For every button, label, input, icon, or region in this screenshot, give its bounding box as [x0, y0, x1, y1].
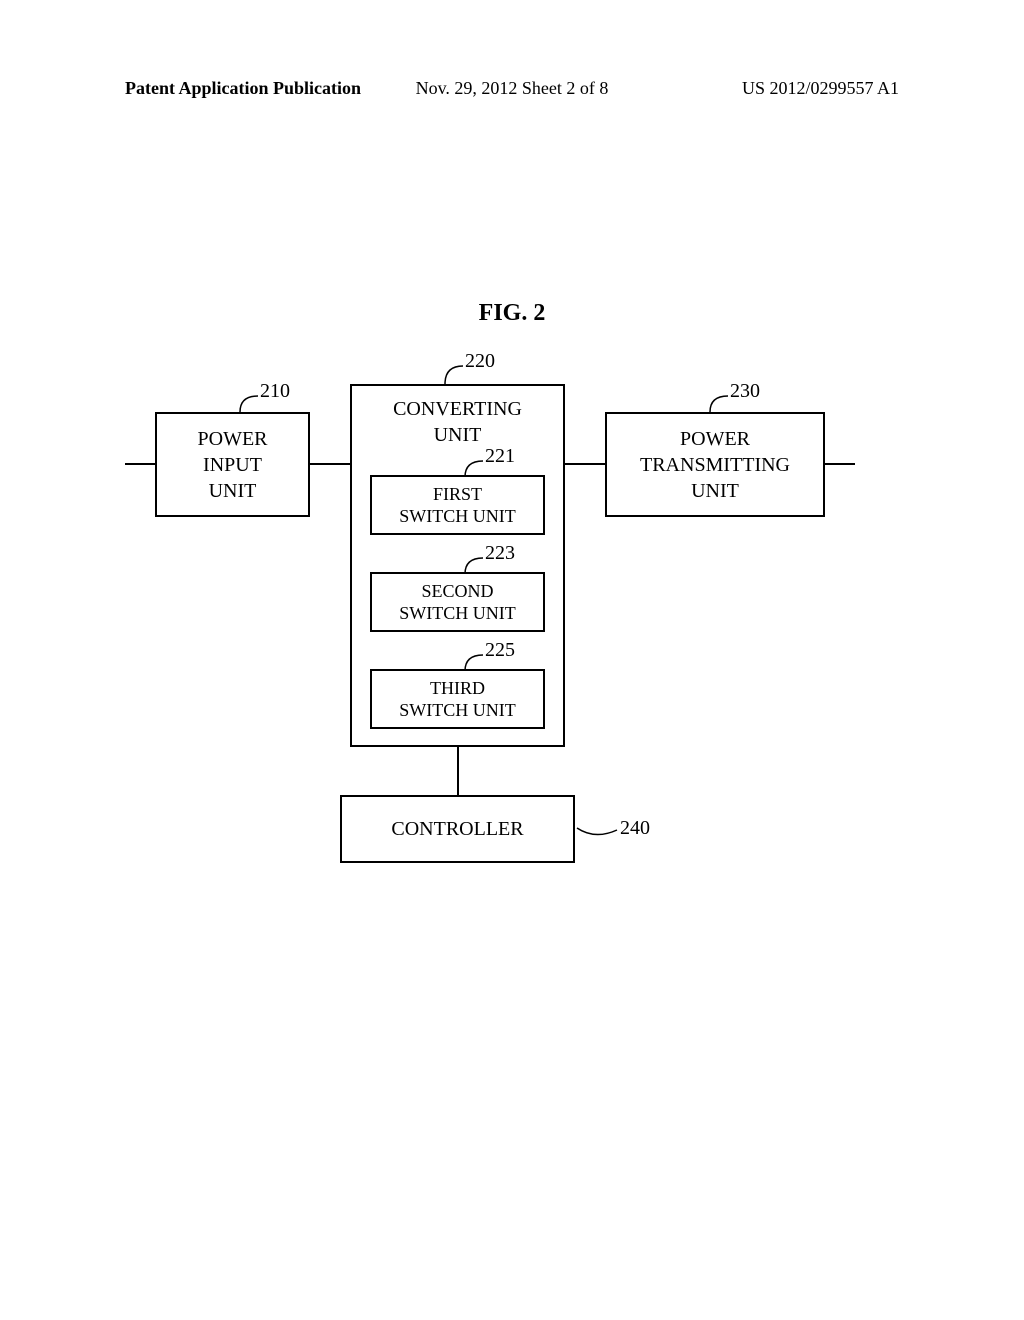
converting-label: CONVERTING UNIT — [393, 396, 522, 448]
connector-input-to-converting — [310, 463, 350, 465]
connector-left-powerinput — [125, 463, 155, 465]
page-header: Patent Application Publication Nov. 29, … — [0, 78, 1024, 99]
controller-block: CONTROLLER — [340, 795, 575, 863]
leader-225 — [455, 649, 485, 674]
ref-220: 220 — [465, 350, 495, 373]
leader-240 — [575, 820, 620, 845]
figure-title: FIG. 2 — [479, 300, 546, 327]
first-switch-block: FIRST SWITCH UNIT — [370, 475, 545, 535]
power-transmitting-block: POWER TRANSMITTING UNIT — [605, 412, 825, 517]
ref-230: 230 — [730, 380, 760, 403]
header-left: Patent Application Publication — [125, 78, 361, 99]
second-switch-block: SECOND SWITCH UNIT — [370, 572, 545, 632]
leader-230 — [700, 390, 730, 415]
controller-label: CONTROLLER — [391, 816, 523, 842]
power-transmitting-label: POWER TRANSMITTING UNIT — [640, 426, 790, 504]
block-diagram: POWER INPUT UNIT 210 CONVERTING UNIT 220… — [125, 370, 899, 900]
third-switch-block: THIRD SWITCH UNIT — [370, 669, 545, 729]
power-input-label: POWER INPUT UNIT — [198, 426, 268, 504]
ref-210: 210 — [260, 380, 290, 403]
first-switch-label: FIRST SWITCH UNIT — [399, 483, 515, 528]
header-center: Nov. 29, 2012 Sheet 2 of 8 — [416, 78, 609, 99]
ref-221: 221 — [485, 445, 515, 468]
leader-210 — [230, 390, 260, 415]
leader-220 — [435, 360, 465, 387]
ref-223: 223 — [485, 542, 515, 565]
leader-221 — [455, 455, 485, 480]
power-input-block: POWER INPUT UNIT — [155, 412, 310, 517]
connector-converting-to-controller — [457, 747, 459, 795]
header-right: US 2012/0299557 A1 — [742, 78, 899, 99]
third-switch-label: THIRD SWITCH UNIT — [399, 677, 515, 722]
connector-right-transmitting — [825, 463, 855, 465]
ref-225: 225 — [485, 639, 515, 662]
leader-223 — [455, 552, 485, 577]
ref-240: 240 — [620, 817, 650, 840]
connector-converting-to-transmitting — [565, 463, 605, 465]
second-switch-label: SECOND SWITCH UNIT — [399, 580, 515, 625]
